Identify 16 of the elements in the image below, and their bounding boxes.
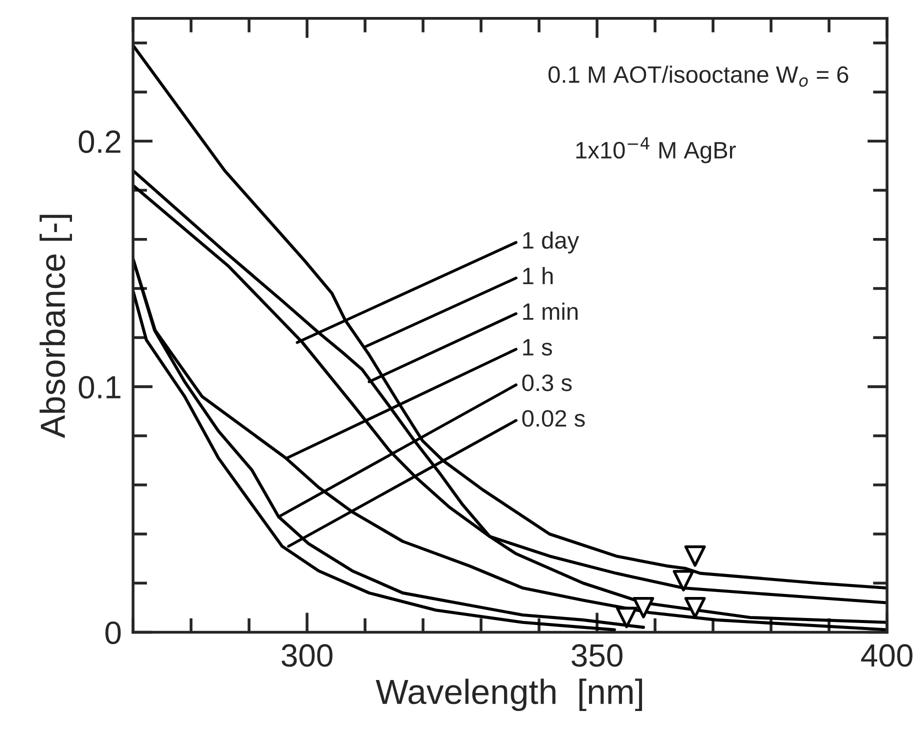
annotation: 1 h bbox=[523, 267, 553, 284]
annotation: 1 min bbox=[523, 302, 578, 320]
x-tick-label: 350 bbox=[572, 644, 622, 667]
annotation: 0.3 s bbox=[522, 374, 572, 392]
annotation: 1 day bbox=[523, 231, 580, 254]
y-axis-title: Absorbance [-] bbox=[40, 214, 72, 438]
y-tick-label: 0 bbox=[105, 621, 121, 644]
x-tick-label: 300 bbox=[282, 644, 332, 667]
x-tick-label: 400 bbox=[861, 644, 912, 667]
y-tick-label: 0.1 bbox=[78, 376, 120, 399]
annotation: 1x10$^{−4}$ M AgBr bbox=[576, 137, 736, 164]
annotation: 1 s bbox=[523, 339, 552, 356]
annotation: 0.02 s bbox=[522, 410, 585, 427]
annotation: 0.1 M AOT/isooctane W$_{o}$ = 6 bbox=[548, 66, 848, 87]
y-tick-label: 0.2 bbox=[78, 130, 120, 154]
x-axis-title: Wavelength [nm] bbox=[376, 678, 642, 712]
